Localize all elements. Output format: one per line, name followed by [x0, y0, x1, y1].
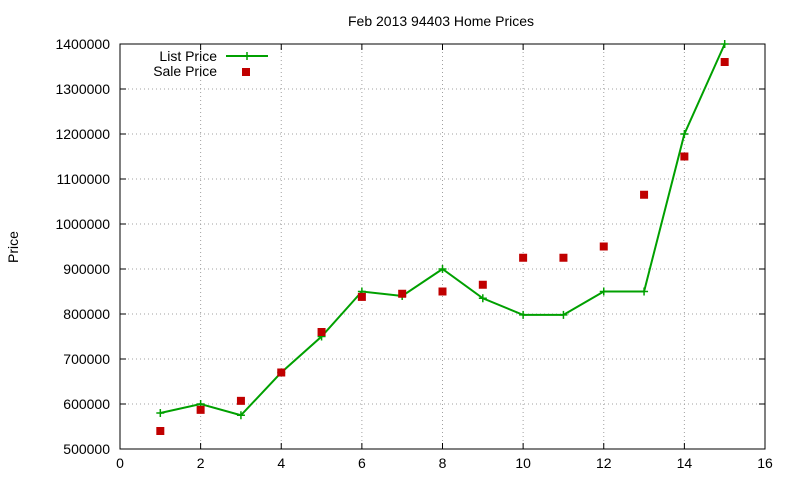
y-tick-label: 1200000 [55, 126, 110, 142]
sale-price-point [277, 368, 286, 377]
series-line-list-price [160, 43, 726, 417]
list-price-point [236, 411, 245, 420]
sale-price-point [156, 427, 165, 435]
list-price-point [720, 40, 729, 48]
y-axis-label: Price [5, 231, 21, 263]
x-axis-tick-labels: 0 2 4 6 8 10 12 14 16 [116, 455, 773, 471]
x-tick-label: 12 [596, 455, 612, 471]
legend-label-sale-price: Sale Price [153, 63, 217, 79]
list-price-point [680, 130, 689, 138]
sale-price-point [438, 287, 447, 296]
sale-price-point [357, 292, 366, 301]
x-tick-label: 2 [197, 455, 205, 471]
y-axis-tick-labels: 500000 600000 700000 800000 900000 1000000 110… [55, 36, 110, 457]
sale-price-point [519, 253, 528, 262]
y-tick-label: 500000 [63, 441, 110, 457]
sale-price-point [599, 242, 608, 251]
y-tick-label: 700000 [63, 351, 110, 367]
sale-price-point [317, 328, 326, 336]
legend-marker-list-price [243, 52, 251, 60]
sale-price-point [196, 405, 205, 414]
x-tick-label: 0 [116, 455, 124, 471]
list-price-point [156, 409, 165, 417]
list-price-point [559, 310, 568, 319]
sale-price-point [720, 58, 729, 66]
y-tick-label: 1400000 [55, 36, 110, 52]
series-layer [156, 40, 729, 435]
y-tick-label: 1000000 [55, 216, 110, 232]
x-tick-label: 10 [515, 455, 531, 471]
list-price-point [640, 287, 649, 296]
list-price-point [438, 265, 447, 273]
x-tick-label: 8 [439, 455, 447, 471]
y-tick-label: 800000 [63, 306, 110, 322]
y-tick-label: 900000 [63, 261, 110, 277]
list-price-point [519, 310, 528, 319]
legend-label-list-price: List Price [159, 48, 217, 64]
sale-price-point [398, 289, 407, 298]
sale-price-point [478, 280, 487, 289]
grid-lines [120, 44, 765, 449]
y-tick-label: 1300000 [55, 81, 110, 97]
sale-price-point [559, 253, 568, 262]
sale-price-point [640, 190, 649, 199]
sale-price-point [680, 152, 689, 161]
axis-ticks [119, 43, 766, 450]
x-tick-label: 4 [277, 455, 285, 471]
y-tick-label: 1100000 [57, 171, 111, 187]
legend-swatch-sale-price [242, 68, 250, 76]
x-tick-label: 14 [677, 455, 693, 471]
list-price-point [599, 287, 608, 296]
list-price-point [478, 294, 487, 303]
x-tick-label: 6 [358, 455, 366, 471]
x-tick-label: 16 [757, 455, 773, 471]
y-tick-label: 600000 [63, 396, 110, 412]
chart-title: Feb 2013 94403 Home Prices [348, 13, 534, 29]
sale-price-point [236, 396, 245, 405]
